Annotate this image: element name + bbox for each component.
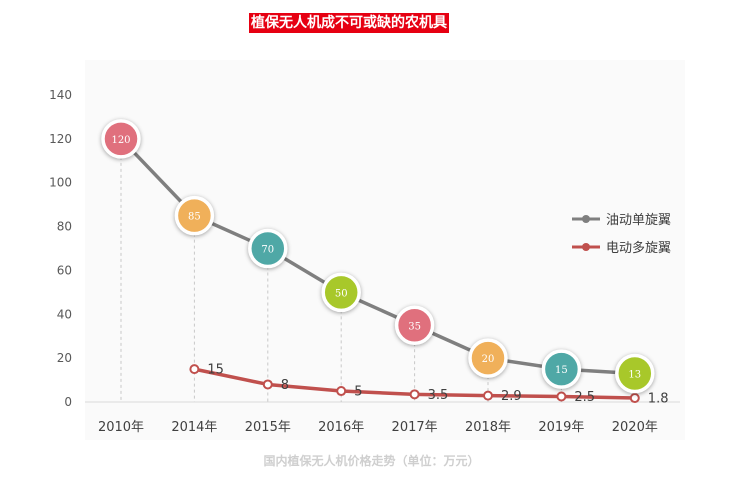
data-label-electric: 2.9: [501, 389, 522, 404]
chart-title: 植保无人机成不可或缺的农机具: [249, 13, 449, 33]
x-tick-label: 2016年: [318, 420, 364, 435]
series-bubble-oil: [394, 305, 435, 345]
plot-background: [85, 60, 685, 440]
series-point-electric: [336, 386, 347, 397]
legend-marker: [582, 215, 590, 223]
series-bubble-oil: [615, 353, 655, 394]
data-label-oil: 15: [555, 365, 568, 376]
data-label-electric: 8: [281, 378, 289, 393]
data-label-electric: 5: [354, 385, 362, 400]
series-point-electric: [262, 379, 273, 390]
y-tick-label: 60: [57, 263, 72, 277]
x-tick-label: 2015年: [245, 420, 291, 435]
x-tick-label: 2019年: [538, 420, 584, 435]
series-point-electric: [409, 389, 420, 400]
y-tick-label: 80: [57, 220, 72, 234]
y-tick-label: 120: [49, 132, 72, 146]
series-point-electric: [556, 391, 567, 402]
y-tick-label: 0: [64, 395, 72, 409]
y-tick-label: 20: [57, 351, 72, 365]
data-label-oil: 70: [261, 245, 274, 256]
data-label-oil: 85: [188, 212, 201, 223]
y-tick-label: 40: [57, 307, 72, 321]
x-tick-label: 2018年: [465, 420, 511, 435]
series-bubble-oil: [321, 272, 361, 313]
data-label-electric: 3.5: [428, 388, 449, 403]
data-label-oil: 35: [408, 321, 421, 332]
legend-label: 油动单旋翼: [606, 213, 671, 228]
data-label-electric: 2.5: [574, 390, 595, 405]
series-bubble-oil: [174, 195, 215, 236]
series-bubble-oil: [541, 349, 582, 389]
data-label-electric: 1.8: [648, 392, 669, 407]
legend-label: 电动多旋翼: [606, 240, 671, 256]
series-point-electric: [483, 390, 493, 401]
x-tick-label: 2014年: [171, 420, 217, 435]
series-bubble-oil: [101, 119, 141, 159]
data-label-oil: 120: [111, 135, 130, 146]
legend-marker: [582, 243, 590, 251]
series-point-electric: [629, 393, 640, 404]
x-tick-label: 2010年: [98, 420, 144, 435]
y-tick-label: 100: [49, 176, 72, 190]
x-tick-label: 2017年: [392, 420, 438, 435]
data-label-oil: 50: [335, 288, 348, 299]
series-point-electric: [189, 364, 200, 375]
data-label-oil: 13: [628, 369, 641, 380]
chart-caption: 国内植保无人机价格走势（单位：万元）: [263, 454, 480, 468]
y-tick-label: 140: [49, 88, 72, 102]
data-label-electric: 15: [207, 363, 224, 378]
series-bubble-oil: [468, 338, 508, 378]
series-bubble-oil: [248, 228, 288, 269]
data-label-oil: 20: [482, 354, 495, 365]
x-tick-label: 2020年: [612, 420, 658, 435]
